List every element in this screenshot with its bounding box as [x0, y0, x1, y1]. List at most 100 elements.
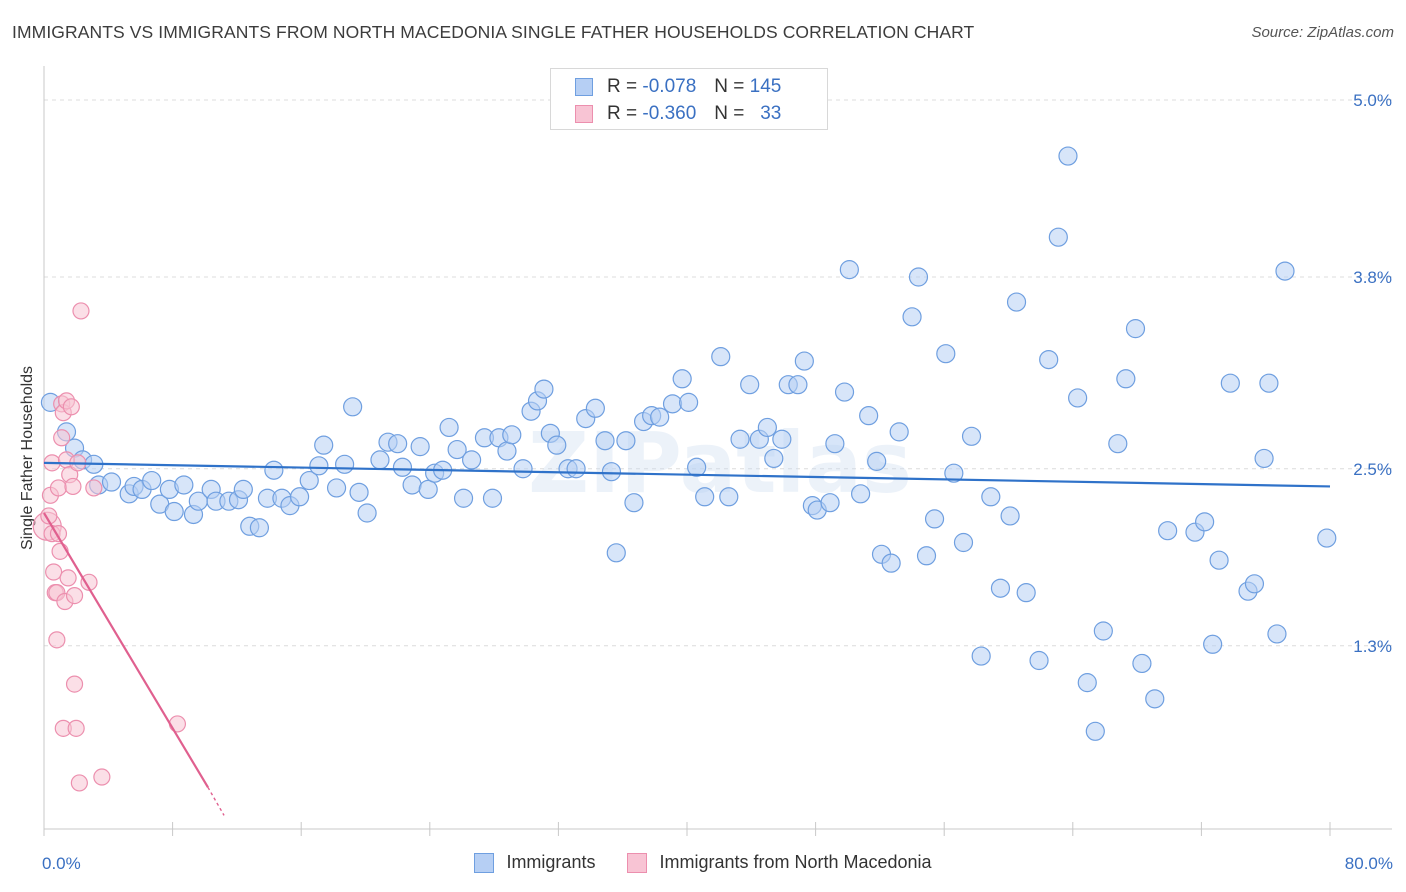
- immigrants-point: [1125, 319, 1146, 339]
- axes: [43, 66, 1392, 836]
- macedonia-point: [59, 569, 77, 587]
- macedonia-legend-swatch: [627, 852, 648, 873]
- immigrants-point: [461, 450, 482, 470]
- stats-row-immigrants: R = -0.078 N = 145: [575, 75, 781, 99]
- immigrants-point: [672, 369, 692, 389]
- immigrants-point: [370, 450, 390, 470]
- immigrants-point: [174, 475, 194, 495]
- macedonia-point: [70, 774, 88, 792]
- immigrants-point: [1048, 227, 1068, 247]
- series-legend: Immigrants Immigrants from North Macedon…: [0, 852, 1406, 873]
- immigrants-point: [1016, 583, 1036, 603]
- immigrants-point: [1116, 369, 1136, 389]
- macedonia-swatch: [575, 105, 593, 123]
- immigrants-point: [1039, 350, 1059, 370]
- immigrants-point: [566, 459, 586, 479]
- immigrants-point: [916, 546, 937, 566]
- macedonia-point: [49, 479, 68, 497]
- source-credit: Source: ZipAtlas.com: [1251, 24, 1394, 41]
- immigrants-point: [392, 457, 413, 477]
- trend-lines: [43, 461, 1331, 816]
- immigrants-point: [834, 382, 855, 402]
- immigrants-point: [859, 406, 879, 426]
- immigrants-point: [624, 493, 644, 513]
- immigrants-point: [233, 479, 253, 499]
- immigrants-point: [502, 425, 522, 445]
- immigrants-point: [944, 463, 964, 483]
- chart-title: IMMIGRANTS VS IMMIGRANTS FROM NORTH MACE…: [12, 22, 975, 42]
- immigrants-point: [1195, 512, 1215, 532]
- immigrants-point: [289, 487, 310, 507]
- y-tick-label: 5.0%: [1353, 91, 1392, 110]
- immigrants-point: [820, 493, 840, 513]
- immigrants-point: [794, 351, 814, 371]
- macedonia-point: [85, 479, 103, 497]
- immigrants-point: [936, 344, 956, 364]
- immigrants-legend-swatch: [474, 852, 495, 873]
- immigrants-point: [1132, 653, 1152, 674]
- immigrants-point: [924, 509, 945, 529]
- y-tick-label: 3.8%: [1353, 268, 1392, 287]
- immigrants-point: [1220, 373, 1240, 393]
- macedonia-point: [65, 586, 84, 605]
- macedonia-point: [65, 675, 84, 693]
- immigrants-point: [730, 429, 750, 449]
- immigrants-point: [1093, 621, 1113, 641]
- immigrants-point: [249, 518, 270, 538]
- immigrants-point: [326, 478, 347, 498]
- immigrants-point: [740, 375, 760, 395]
- macedonia-point: [53, 429, 71, 447]
- immigrants-point: [101, 472, 122, 492]
- immigrants-point: [335, 454, 355, 474]
- macedonia-trend-extension: [207, 787, 225, 816]
- immigrants-point: [513, 459, 533, 479]
- r-value: -0.078: [642, 76, 697, 97]
- n-label: N =: [714, 76, 745, 97]
- tick-labels: 1.3% 2.5% 3.8% 5.0% 0.0% 80.0%: [42, 91, 1393, 873]
- immigrants-point: [1259, 373, 1279, 393]
- immigrants-point: [1006, 292, 1027, 312]
- immigrants-point: [764, 448, 784, 469]
- immigrants-point: [679, 392, 699, 412]
- immigrants-point: [1244, 574, 1265, 594]
- immigrants-point: [971, 646, 991, 666]
- immigrants-point: [595, 431, 615, 451]
- immigrants-point: [616, 431, 636, 451]
- immigrants-point: [650, 407, 670, 427]
- immigrants-point: [1058, 146, 1078, 166]
- immigrants-point: [889, 422, 909, 442]
- immigrants-point: [1000, 506, 1020, 526]
- immigrants-point: [349, 482, 369, 502]
- immigrants-point: [1108, 434, 1128, 454]
- immigrants-point: [981, 487, 1001, 507]
- immigrants-point: [851, 484, 871, 504]
- immigrants-point: [953, 532, 974, 553]
- immigrants-point: [990, 578, 1011, 598]
- immigrants-point: [1209, 550, 1229, 570]
- legend-label: Immigrants: [506, 852, 596, 872]
- legend-label: Immigrants from North Macedonia: [659, 852, 932, 872]
- r-value: -0.360: [642, 103, 697, 124]
- immigrants-point: [695, 487, 715, 507]
- immigrants-point: [482, 488, 503, 508]
- immigrants-point: [547, 435, 567, 455]
- immigrants-point: [453, 488, 474, 508]
- legend-item-macedonia[interactable]: Immigrants from North Macedonia: [627, 852, 932, 873]
- immigrants-point: [357, 503, 377, 523]
- immigrants-point: [1085, 721, 1105, 741]
- macedonia-point: [93, 768, 111, 786]
- immigrants-point: [961, 426, 982, 446]
- immigrants-point: [881, 553, 901, 573]
- immigrants-point: [314, 435, 334, 455]
- immigrants-point: [497, 441, 517, 461]
- macedonia-point: [40, 507, 58, 525]
- immigrants-point: [309, 456, 329, 476]
- immigrants-point: [1077, 673, 1097, 693]
- immigrants-point: [164, 501, 184, 522]
- immigrants-point: [299, 470, 319, 491]
- immigrants-point: [1254, 448, 1274, 469]
- immigrants-point: [343, 397, 363, 417]
- immigrants-point: [757, 417, 777, 438]
- immigrants-point: [606, 543, 626, 563]
- legend-item-immigrants[interactable]: Immigrants: [474, 852, 595, 873]
